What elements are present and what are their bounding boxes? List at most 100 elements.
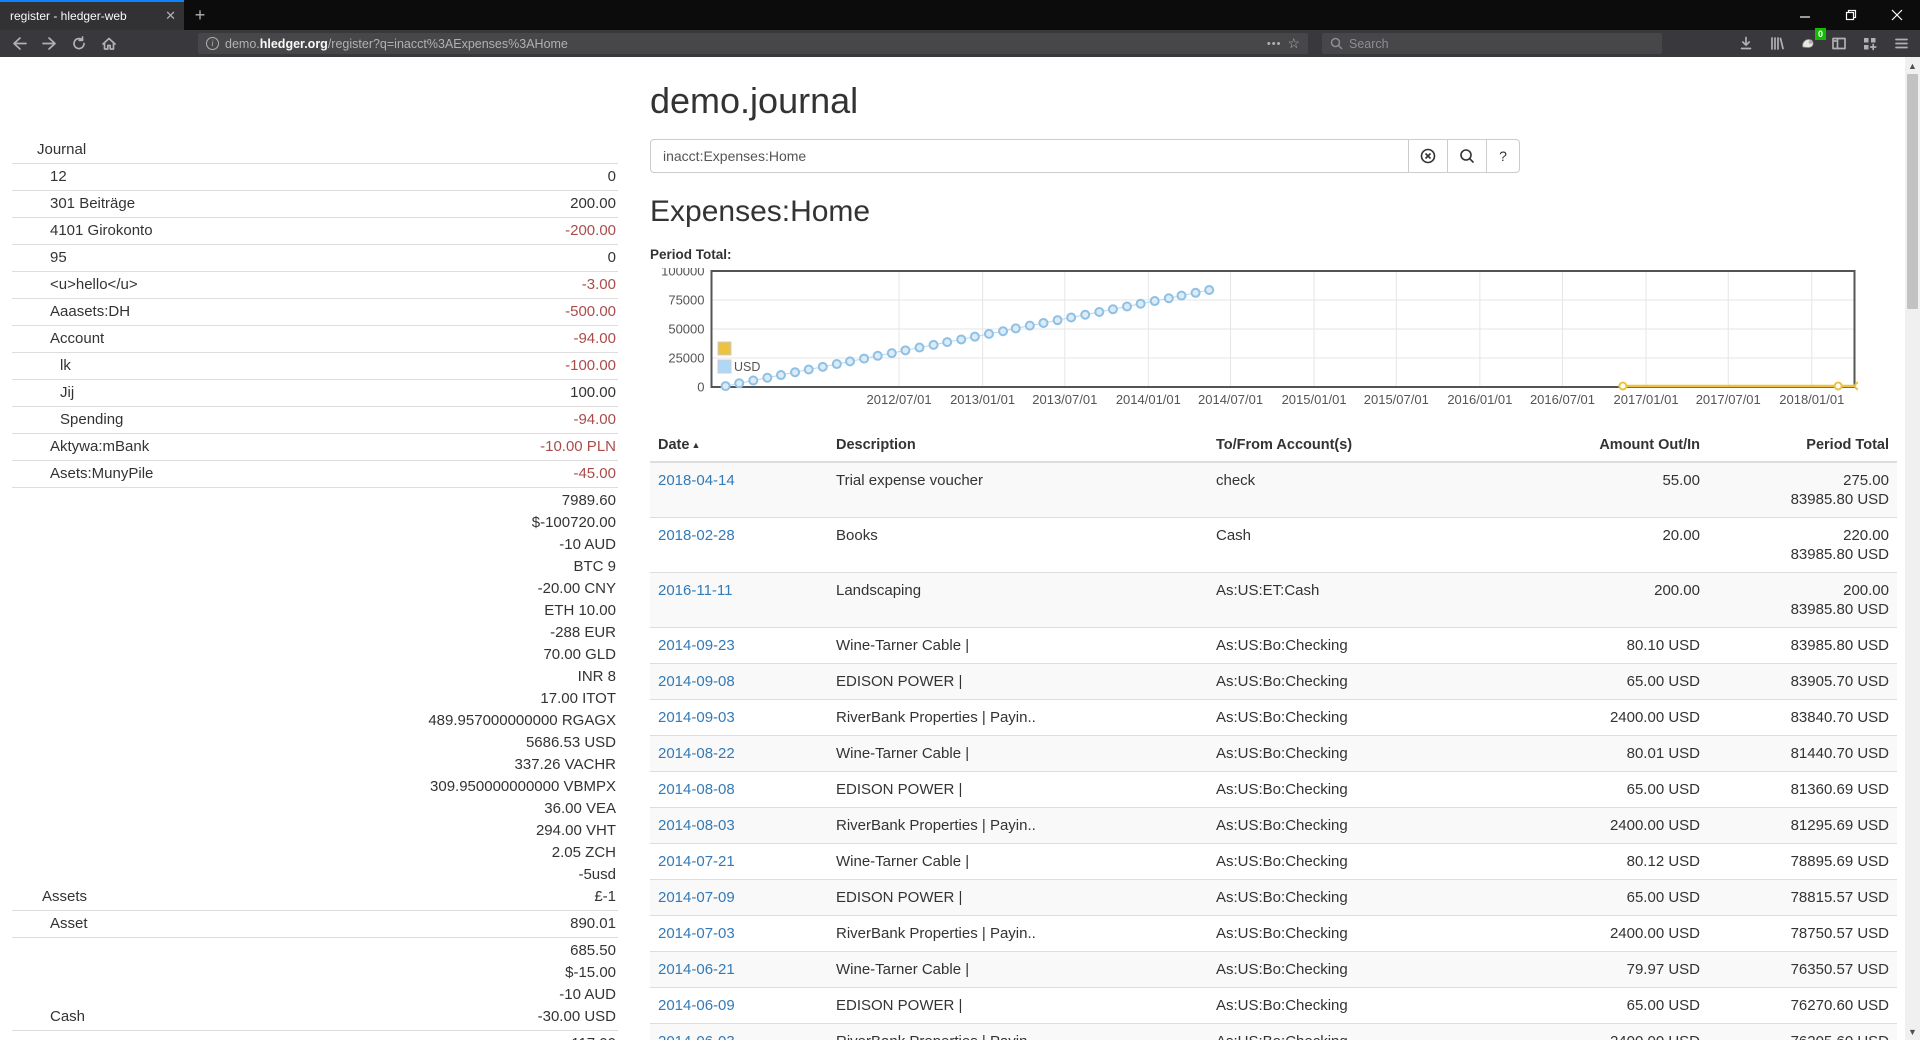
url-bar[interactable]: i demo.hledger.org/register?q=inacct%3AE… <box>198 33 1308 54</box>
account-link[interactable]: Aaasets:DH <box>12 298 272 326</box>
transaction-account: As:US:Bo:Checking <box>1208 987 1538 1024</box>
transaction-date-link[interactable]: 2014-09-23 <box>658 637 735 654</box>
account-link[interactable]: Jij <box>12 379 272 407</box>
account-balance: -10.00 PLN <box>271 433 618 461</box>
sidebar-account-row: Asets:MunyPile -45.00 <box>12 460 618 488</box>
browser-search-bar[interactable]: Search <box>1322 33 1662 54</box>
register-row[interactable]: 2014-08-03 RiverBank Properties | Payin..… <box>650 807 1897 844</box>
account-link[interactable]: lk <box>12 352 272 380</box>
forward-button[interactable] <box>36 32 62 55</box>
transaction-date-link[interactable]: 2016-11-11 <box>658 582 733 599</box>
account-link[interactable]: Account <box>12 325 272 353</box>
transaction-date-link[interactable]: 2018-02-28 <box>658 527 735 544</box>
register-row[interactable]: 2014-07-09 EDISON POWER | As:US:Bo:Checkin… <box>650 879 1897 916</box>
transaction-date-link[interactable]: 2018-04-14 <box>658 472 735 489</box>
site-info-icon[interactable]: i <box>206 37 219 50</box>
transaction-date-link[interactable]: 2014-08-22 <box>658 745 735 762</box>
account-link[interactable]: 4101 Girokonto <box>12 217 272 245</box>
menu-button[interactable] <box>1888 32 1914 55</box>
transaction-date-link[interactable]: 2014-08-03 <box>658 817 735 834</box>
register-row[interactable]: 2018-04-14 Trial expense voucher check 55.0… <box>650 461 1897 518</box>
page-scrollbar[interactable]: ▲ ▼ <box>1905 57 1920 1040</box>
account-balance: -3.00 <box>271 271 618 299</box>
register-row[interactable]: 2014-09-03 RiverBank Properties | Payin..… <box>650 699 1897 736</box>
account-link[interactable]: Cash <box>12 937 272 1031</box>
register-table: Date ▲ Description To/From Account(s) Amo… <box>650 429 1897 1040</box>
browser-navbar: i demo.hledger.org/register?q=inacct%3AE… <box>0 28 1920 57</box>
window-restore-button[interactable] <box>1828 0 1874 30</box>
clear-icon <box>1420 148 1436 164</box>
transaction-period-total: 81440.70 USD <box>1708 735 1897 772</box>
col-header-amount: Amount Out/In <box>1538 429 1708 463</box>
search-button[interactable] <box>1448 139 1487 173</box>
svg-text:2015/07/01: 2015/07/01 <box>1364 392 1429 407</box>
account-link[interactable]: Asset <box>12 910 272 938</box>
scroll-up-icon[interactable]: ▲ <box>1908 60 1917 71</box>
account-link[interactable]: Aktywa:mBank <box>12 433 272 461</box>
register-row[interactable]: 2016-11-11 Landscaping As:US:ET:Cash 200.00… <box>650 572 1897 628</box>
page-actions-icon[interactable]: ••• <box>1266 37 1282 50</box>
account-link[interactable]: Journal <box>37 141 87 158</box>
transaction-date-link[interactable]: 2014-07-21 <box>658 853 735 870</box>
sidebar-account-row: <u>hello</u> -3.00 <box>12 271 618 299</box>
transaction-date-link[interactable]: 2014-06-21 <box>658 961 735 978</box>
transaction-date-link[interactable]: 2014-07-03 <box>658 925 735 942</box>
account-link[interactable]: 12 <box>12 163 272 191</box>
window-minimize-button[interactable] <box>1782 0 1828 30</box>
account-link[interactable]: Asets:MunyPile <box>12 460 272 488</box>
svg-text:2014/01/01: 2014/01/01 <box>1116 392 1181 407</box>
hledger-page: Journal 12 0 301 Beiträge 200.00 4101 Girokon… <box>0 57 1920 1040</box>
register-row[interactable]: 2014-08-08 EDISON POWER | As:US:Bo:Checkin… <box>650 771 1897 808</box>
period-chart-svg: 0 25000 50000 75000 100000 2012/07/01 2013/01/… <box>661 264 1864 407</box>
extension-badge: 0 <box>1814 28 1826 40</box>
library-button[interactable] <box>1764 32 1790 55</box>
register-row[interactable]: 2014-06-09 EDISON POWER | As:US:Bo:Checkin… <box>650 987 1897 1024</box>
tab-close-icon[interactable]: ✕ <box>165 8 176 23</box>
help-button[interactable]: ? <box>1487 139 1520 173</box>
scrollbar-thumb[interactable] <box>1907 74 1918 309</box>
browser-tab[interactable]: register - hledger-web ✕ <box>0 0 184 30</box>
new-tab-button[interactable]: + <box>194 4 206 25</box>
transaction-amount: 65.00 USD <box>1538 987 1708 1024</box>
main-content: demo.journal ? Expenses:Home Period Tota… <box>650 57 1920 1040</box>
register-row[interactable]: 2014-06-21 Wine-Tarner Cable | As:US:Bo:Ch… <box>650 951 1897 988</box>
col-header-date[interactable]: Date ▲ <box>650 429 828 463</box>
transaction-date-link[interactable]: 2014-06-03 <box>658 1033 735 1040</box>
bookmark-star-icon[interactable]: ☆ <box>1287 35 1300 51</box>
account-link[interactable]: 301 Beiträge <box>12 190 272 218</box>
window-close-button[interactable] <box>1874 0 1920 30</box>
transaction-date-link[interactable]: 2014-09-03 <box>658 709 735 726</box>
account-link[interactable]: 95 <box>12 244 272 272</box>
transaction-period-total: 275.00 83985.80 USD <box>1708 461 1897 518</box>
transaction-account: check <box>1208 461 1538 518</box>
back-button[interactable] <box>6 32 32 55</box>
query-input[interactable] <box>650 139 1409 173</box>
transaction-date-link[interactable]: 2014-09-08 <box>658 673 735 690</box>
transaction-date-link[interactable]: 2014-06-09 <box>658 997 735 1014</box>
register-row[interactable]: 2014-07-21 Wine-Tarner Cable | As:US:Bo:Ch… <box>650 843 1897 880</box>
register-row[interactable]: 2014-09-23 Wine-Tarner Cable | As:US:Bo:Ch… <box>650 627 1897 664</box>
reload-button[interactable] <box>66 32 92 55</box>
grid-add-button[interactable] <box>1857 32 1883 55</box>
downloads-button[interactable] <box>1733 32 1759 55</box>
library-icon <box>1771 37 1784 50</box>
clear-query-button[interactable] <box>1409 139 1448 173</box>
transaction-period-total: 81295.69 USD <box>1708 807 1897 844</box>
sidebar-toggle-button[interactable] <box>1826 32 1852 55</box>
account-balance: 0 <box>271 163 618 191</box>
transaction-date-link[interactable]: 2014-07-09 <box>658 889 735 906</box>
home-button[interactable] <box>96 32 122 55</box>
extension-button[interactable]: 0 <box>1795 28 1826 55</box>
account-link[interactable]: <u>hello</u> <box>12 271 272 299</box>
scroll-down-icon[interactable]: ▼ <box>1908 1026 1917 1037</box>
register-row[interactable]: 2014-07-03 RiverBank Properties | Payin..… <box>650 915 1897 952</box>
register-row[interactable]: 2018-02-28 Books Cash 20.00 220.00 83985.80 U… <box>650 517 1897 573</box>
register-row[interactable]: 2014-08-22 Wine-Tarner Cable | As:US:Bo:Ch… <box>650 735 1897 772</box>
account-link[interactable]: Assets <box>12 487 272 911</box>
account-link[interactable]: Spending <box>12 406 272 434</box>
account-link[interactable] <box>12 1030 272 1040</box>
transaction-date-link[interactable]: 2014-08-08 <box>658 781 735 798</box>
transaction-amount: 200.00 <box>1538 572 1708 628</box>
register-row[interactable]: 2014-06-03 RiverBank Properties | Payin..… <box>650 1023 1897 1040</box>
register-row[interactable]: 2014-09-08 EDISON POWER | As:US:Bo:Checkin… <box>650 663 1897 700</box>
